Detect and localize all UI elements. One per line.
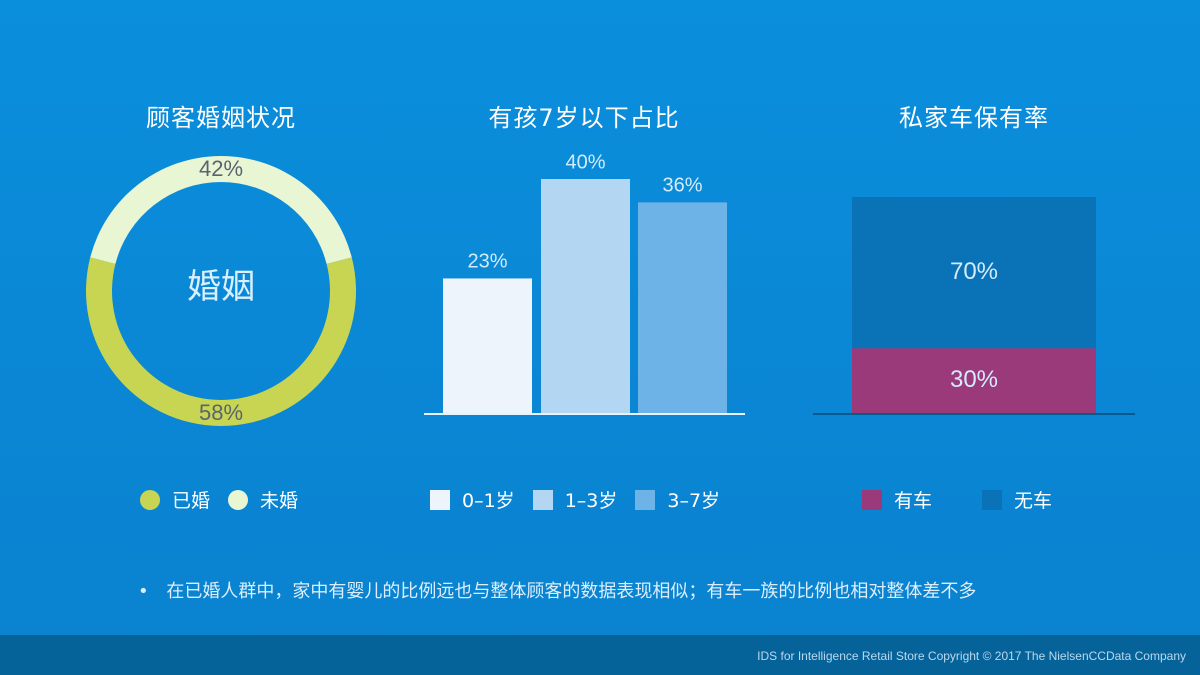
footer-copyright: IDS for Intelligence Retail Store Copyri… (757, 649, 1186, 663)
donut-slice-unmarried (90, 156, 352, 264)
donut-slice-married (85, 257, 356, 427)
legend-label-unmarried: 未婚 (260, 490, 299, 512)
bar-label-age-3-7: 36% (662, 175, 702, 197)
marriage-chart-title: 顾客婚姻状况 (146, 104, 296, 132)
note-bullet: • (138, 581, 149, 602)
stack-segment-no-car (852, 197, 1096, 349)
donut-center-label: 婚姻 (187, 268, 255, 306)
legend-label-no-car: 无车 (1014, 490, 1053, 512)
donut-label-married: 58% (199, 400, 243, 425)
footer-bar: IDS for Intelligence Retail Store Copyri… (0, 635, 1200, 675)
note-text: 在已婚人群中，家中有婴儿的比例远也与整体顾客的数据表现相似；有车一族的比例也相对… (166, 581, 977, 602)
bar-age-0-1 (443, 278, 532, 413)
legend-item-married: 已婚 (140, 486, 210, 513)
legend-swatch-age-1-3 (532, 489, 553, 510)
bar-label-age-1-3: 40% (565, 151, 605, 173)
legend-label-married: 已婚 (172, 490, 211, 512)
stack-segment-has-car (852, 348, 1096, 413)
legend-swatch-no-car (982, 489, 1003, 510)
legend-item-no-car: 无车 (982, 486, 1052, 513)
bar-age-1-3 (541, 179, 630, 413)
legend-swatch-unmarried (228, 489, 249, 510)
marriage-legend: 已婚 未婚 (140, 486, 316, 513)
legend-label-age-0-1: 0–1岁 (462, 490, 515, 512)
legend-swatch-age-3-7 (635, 489, 656, 510)
kids-chart-title: 有孩7岁以下占比 (488, 104, 680, 132)
legend-item-has-car: 有车 (862, 486, 932, 513)
legend-label-has-car: 有车 (894, 490, 933, 512)
bar-baseline (424, 413, 745, 415)
legend-item-age-1-3: 1–3岁 (532, 486, 618, 513)
donut-label-unmarried: 42% (199, 156, 243, 181)
stack-label-no-car: 70% (950, 258, 998, 285)
legend-item-unmarried: 未婚 (228, 486, 298, 513)
legend-item-age-3-7: 3–7岁 (635, 486, 720, 513)
legend-label-age-1-3: 1–3岁 (564, 490, 618, 512)
stack-baseline (813, 413, 1135, 415)
legend-swatch-age-0-1 (430, 489, 450, 510)
kids-legend: 0–1岁 1–3岁 3–7岁 (430, 486, 738, 513)
legend-item-age-0-1: 0–1岁 (430, 486, 515, 513)
legend-swatch-married (140, 489, 160, 510)
car-legend: 有车 无车 (862, 486, 1102, 513)
legend-swatch-has-car (862, 489, 882, 510)
bar-label-age-0-1: 23% (467, 251, 507, 273)
legend-label-age-3-7: 3–7岁 (667, 490, 721, 512)
summary-note: • 在已婚人群中，家中有婴儿的比例远也与整体顾客的数据表现相似；有车一族的比例也… (138, 577, 976, 603)
bar-age-3-7 (638, 202, 727, 413)
car-chart-title: 私家车保有率 (899, 104, 1049, 132)
stack-label-has-car: 30% (950, 366, 998, 393)
